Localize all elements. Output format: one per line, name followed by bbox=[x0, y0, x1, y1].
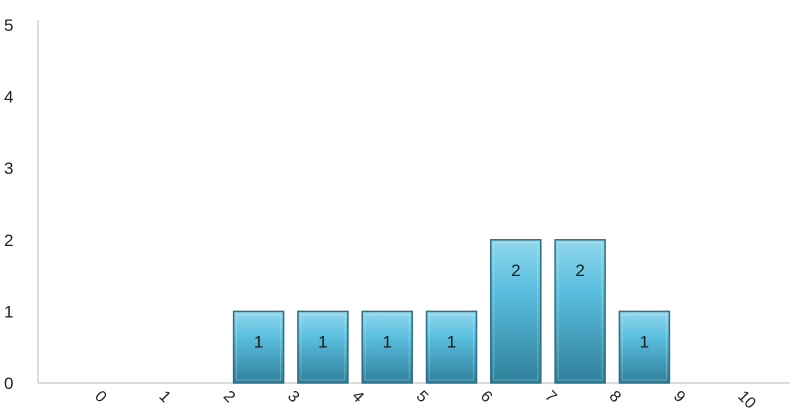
y-tick-label: 5 bbox=[4, 16, 13, 35]
x-tick-label: 8 bbox=[606, 388, 624, 406]
x-tick-label: 7 bbox=[541, 388, 559, 406]
bar-3 bbox=[297, 310, 349, 384]
bar-2 bbox=[232, 310, 285, 384]
data-label: 2 bbox=[511, 261, 520, 280]
x-tick-label-group: 2 bbox=[220, 388, 238, 406]
x-tick-label-group: 0 bbox=[91, 388, 109, 406]
x-tick-label: 10 bbox=[734, 388, 759, 413]
data-label: 1 bbox=[382, 332, 391, 351]
y-tick-label: 2 bbox=[4, 231, 13, 250]
x-tick-label: 0 bbox=[91, 388, 109, 406]
x-axis: 0 1 2 3 4 5 6 7 8 9 10 bbox=[38, 382, 790, 413]
x-tick-label-group: 1 bbox=[155, 388, 173, 406]
x-tick-label: 3 bbox=[284, 388, 302, 406]
x-tick-label: 9 bbox=[670, 388, 688, 406]
y-tick-label: 0 bbox=[4, 374, 13, 393]
bar-inner-highlight bbox=[493, 242, 539, 381]
x-tick-label: 5 bbox=[413, 388, 431, 406]
bar-inner-highlight bbox=[236, 313, 282, 381]
y-tick-label: 1 bbox=[4, 302, 13, 321]
y-tick-label: 4 bbox=[4, 88, 13, 107]
data-label: 2 bbox=[575, 261, 584, 280]
x-tick-label-group: 9 bbox=[670, 388, 688, 406]
bar-inner-highlight bbox=[364, 313, 410, 381]
x-tick-label: 4 bbox=[348, 388, 366, 406]
bar-4 bbox=[361, 310, 413, 384]
data-label: 1 bbox=[318, 332, 327, 351]
y-axis: 0 1 2 3 4 5 bbox=[4, 16, 39, 393]
data-label: 1 bbox=[640, 332, 649, 351]
x-tick-label-group: 8 bbox=[606, 388, 624, 406]
bar-inner-highlight bbox=[429, 313, 474, 381]
data-label: 1 bbox=[254, 332, 263, 351]
bar-inner-highlight bbox=[300, 313, 346, 381]
x-tick-label: 2 bbox=[220, 388, 238, 406]
x-tick-label-group: 4 bbox=[348, 388, 366, 406]
bar-6 bbox=[490, 239, 542, 384]
bar-7 bbox=[554, 239, 606, 384]
x-tick-label: 1 bbox=[155, 388, 173, 406]
bar-5 bbox=[425, 310, 478, 384]
bar-inner-highlight bbox=[557, 242, 603, 381]
data-labels-group: 1 1 1 1 2 2 1 bbox=[254, 261, 649, 352]
bar-inner-highlight bbox=[621, 313, 667, 381]
x-tick-label: 6 bbox=[477, 388, 495, 406]
bars-group bbox=[232, 239, 671, 384]
x-tick-label-group: 10 bbox=[734, 388, 759, 413]
x-tick-label-group: 5 bbox=[413, 388, 431, 406]
data-label: 1 bbox=[447, 332, 456, 351]
x-tick-label-group: 3 bbox=[284, 388, 302, 406]
bar-8 bbox=[618, 310, 671, 384]
x-tick-label-group: 6 bbox=[477, 388, 495, 406]
x-tick-label-group: 7 bbox=[541, 388, 559, 406]
y-tick-label: 3 bbox=[4, 159, 13, 178]
